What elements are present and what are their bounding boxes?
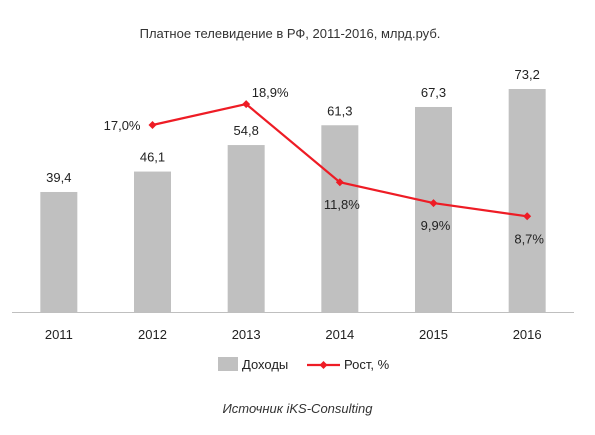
bar-2014 <box>321 125 359 312</box>
x-tick-2015: 2015 <box>419 327 448 342</box>
x-tick-2011: 2011 <box>45 327 73 342</box>
bar-2015 <box>415 106 452 312</box>
bar-series <box>40 89 546 312</box>
bar-label-2011: 39,4 <box>46 170 71 185</box>
bar-data-labels: 39,4 46,1 54,8 61,3 67,3 73,2 <box>46 67 540 185</box>
growth-label-2014: 11,8% <box>324 197 360 212</box>
x-tick-2014: 2014 <box>325 327 354 342</box>
growth-label-2015: 9,9% <box>421 218 451 233</box>
legend: Доходы Рост, % <box>218 357 390 372</box>
source-note: Источник iKS-Consulting <box>222 401 373 416</box>
legend-line-marker <box>319 361 328 369</box>
bar-label-2014: 61,3 <box>327 103 352 118</box>
growth-marker-2014 <box>335 178 344 187</box>
legend-bar-label: Доходы <box>242 357 288 372</box>
growth-marker-2015 <box>429 199 438 208</box>
growth-marker-2012 <box>148 121 157 129</box>
line-series <box>148 100 532 221</box>
x-tick-2012: 2012 <box>138 327 167 342</box>
bar-label-2013: 54,8 <box>234 123 259 138</box>
legend-line-label: Рост, % <box>344 357 390 372</box>
bar-label-2012: 46,1 <box>140 150 165 165</box>
bar-2012 <box>134 171 171 312</box>
chart-title: Платное телевидение в РФ, 2011-2016, млр… <box>140 26 441 41</box>
bar-2011 <box>40 191 78 312</box>
legend-bar-swatch <box>218 357 238 371</box>
growth-label-2012: 17,0% <box>104 118 141 133</box>
x-axis-tick-labels: 2011 2012 2013 2014 2015 2016 <box>45 327 542 342</box>
bar-label-2016: 73,2 <box>515 67 540 82</box>
x-tick-2013: 2013 <box>232 327 261 342</box>
bar-2016 <box>508 89 546 312</box>
bar-label-2015: 67,3 <box>421 85 446 100</box>
x-tick-2016: 2016 <box>513 327 542 342</box>
growth-label-2016: 8,7% <box>514 231 544 246</box>
growth-label-2013: 18,9% <box>252 85 289 100</box>
line-data-labels: 17,0% 18,9% 11,8% 9,9% 8,7% <box>104 85 545 246</box>
growth-marker-2016 <box>523 212 532 221</box>
growth-marker-2013 <box>242 100 251 109</box>
bar-2013 <box>227 145 265 312</box>
